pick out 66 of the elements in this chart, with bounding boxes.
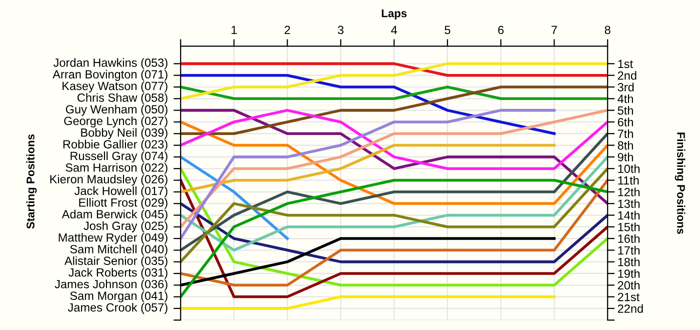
text: Sam Harrison (022) bbox=[66, 163, 168, 174]
line-series bbox=[180, 108, 608, 228]
x-tick-label: 2 bbox=[284, 26, 290, 34]
y-tick-label: 3rd bbox=[618, 82, 634, 92]
y-tick-label: 22nd bbox=[618, 304, 643, 313]
text: Robbie Gallier (023) bbox=[63, 140, 168, 151]
x-tick-label: 5 bbox=[444, 26, 450, 34]
y-tick-label: 2nd bbox=[618, 71, 636, 80]
text: Matthew Ryder (049) bbox=[58, 233, 168, 244]
text: James Crook (057) bbox=[68, 302, 168, 314]
y-tick-label: 6th bbox=[618, 118, 633, 126]
x-axis-title: Laps bbox=[382, 9, 407, 20]
y-tick-label: 17th bbox=[618, 246, 640, 255]
text: James Johnson (036) bbox=[54, 280, 168, 291]
y-tick-label: 8th bbox=[618, 140, 633, 150]
y-tick-label: 15th bbox=[618, 222, 640, 232]
y-tick-label: 20th bbox=[618, 280, 640, 290]
text: Starting Positions bbox=[26, 134, 37, 229]
y-tick-label: 9th bbox=[618, 152, 633, 162]
text: Sam Mitchell (040) bbox=[70, 244, 168, 256]
x-tick-label: 7 bbox=[552, 26, 557, 34]
text: Arran Bovington (071) bbox=[52, 70, 168, 81]
x-tick-label: 8 bbox=[604, 26, 610, 34]
text: Adam Berwick (045) bbox=[62, 210, 168, 221]
text: Bobby Neil (039) bbox=[81, 128, 168, 140]
line-series bbox=[180, 144, 556, 194]
text: Elliott Frost (029) bbox=[79, 198, 168, 210]
text: Jack Roberts (031) bbox=[68, 268, 168, 279]
y-tick-label: 4th bbox=[618, 94, 633, 104]
line-series bbox=[180, 132, 608, 252]
y-tick-label: 11th bbox=[618, 176, 639, 185]
x-tick-label: 4 bbox=[391, 26, 398, 34]
y-tick-label: 1st bbox=[618, 60, 633, 68]
y-tick-label: 13th bbox=[618, 199, 640, 208]
y-axis-title: Finishing Positions bbox=[674, 132, 686, 234]
x-tick-label: 3 bbox=[338, 26, 344, 34]
line-series bbox=[180, 62, 608, 100]
line-series bbox=[180, 202, 608, 264]
text: Guy Wenham (050) bbox=[66, 104, 168, 116]
text: George Lynch (027) bbox=[64, 116, 168, 128]
x-tick-label: 6 bbox=[498, 26, 504, 34]
y-tick-label: 10th bbox=[618, 164, 640, 173]
line-series bbox=[180, 86, 608, 136]
line-series bbox=[180, 108, 556, 240]
text: Chris Shaw (058) bbox=[78, 93, 168, 104]
text: Kieron Maudsley (026) bbox=[50, 174, 168, 186]
y-tick-label: 16th bbox=[618, 234, 640, 243]
y-tick-label: 18th bbox=[618, 258, 640, 266]
y-tick-label: 5th bbox=[618, 106, 633, 115]
y-tick-label: 7th bbox=[618, 129, 633, 138]
line-series bbox=[180, 74, 556, 136]
y-tick-label: 21st bbox=[618, 292, 640, 302]
line-series bbox=[180, 156, 608, 252]
text: Josh Gray (025) bbox=[84, 221, 168, 232]
y-tick-label: 19th bbox=[618, 269, 640, 278]
x-tick-label: 1 bbox=[232, 26, 237, 34]
text: Jordan Hawkins (053) bbox=[53, 58, 168, 70]
y-tick-label: 12th bbox=[618, 188, 640, 196]
y-tick-label: 14th bbox=[618, 210, 640, 220]
text: Kasey Watson (077) bbox=[62, 81, 168, 92]
text: Sam Morgan (041) bbox=[70, 291, 168, 302]
text: Russell Gray (074) bbox=[70, 151, 168, 162]
line-series bbox=[180, 167, 608, 264]
text: Alistair Senior (035) bbox=[64, 256, 168, 268]
line-series bbox=[180, 108, 608, 170]
text: Jack Howell (017) bbox=[74, 186, 168, 198]
